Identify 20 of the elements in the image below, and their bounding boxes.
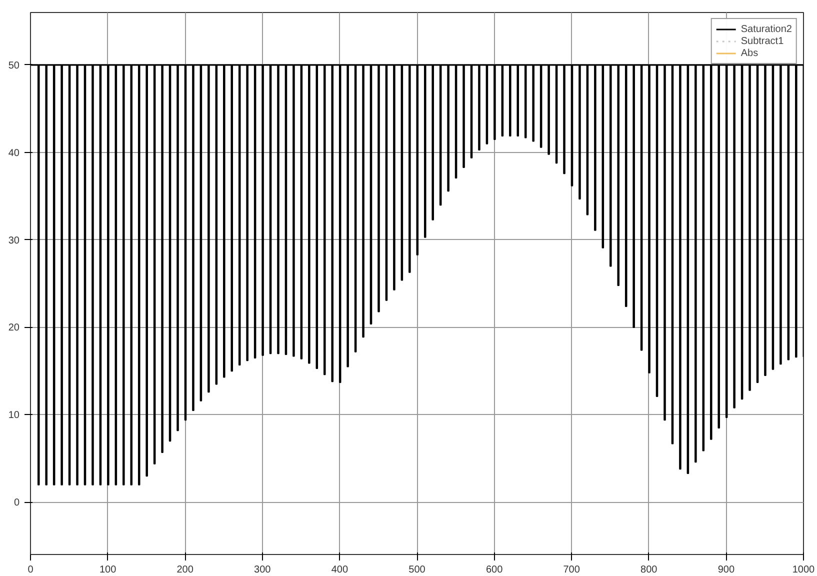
- x-tick-label: 400: [331, 564, 348, 576]
- x-tick-label: 700: [563, 564, 580, 576]
- y-tick-label: 30: [8, 235, 20, 246]
- legend-label: Saturation2: [740, 23, 792, 35]
- x-tick-label: 900: [718, 564, 735, 576]
- y-tick-label: 10: [8, 410, 20, 422]
- x-tick-label: 800: [640, 564, 658, 576]
- legend-label: Abs: [740, 47, 760, 59]
- y-tick-label: 50: [8, 60, 20, 72]
- x-tick-label: 0: [28, 564, 34, 576]
- x-tick-label: 1000: [792, 564, 816, 576]
- x-tick-label: 100: [99, 564, 117, 576]
- y-tick-label: 40: [8, 148, 20, 159]
- x-tick-label: 200: [176, 564, 194, 576]
- y-tick-label: 20: [8, 322, 20, 334]
- legend-label: Subtract1: [740, 35, 784, 47]
- x-tick-label: 600: [486, 564, 504, 576]
- x-tick-label: 300: [254, 564, 272, 576]
- x-tick-label: 500: [408, 564, 426, 576]
- y-tick-label: 0: [14, 498, 20, 509]
